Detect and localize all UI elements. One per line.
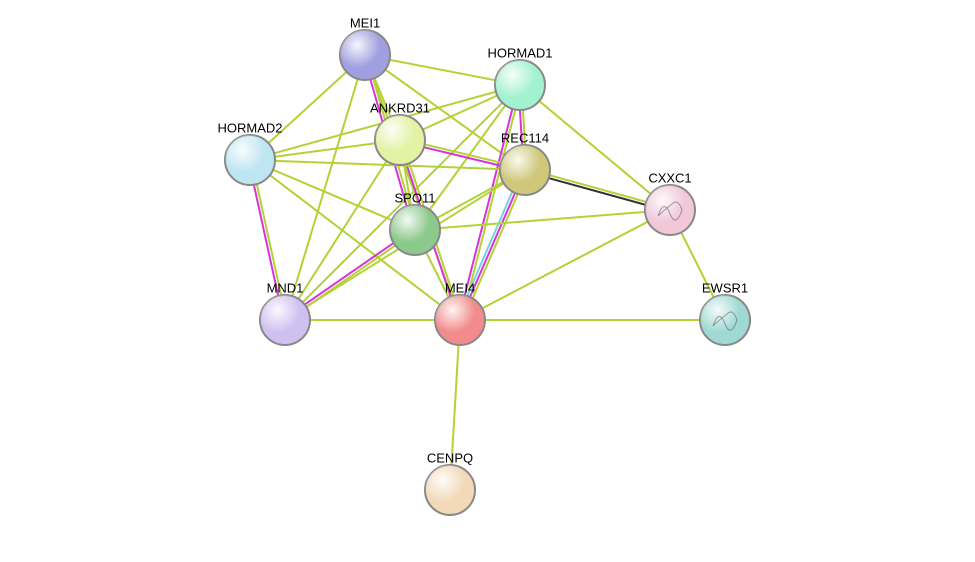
node-circle[interactable] <box>375 115 425 165</box>
node-circle[interactable] <box>260 295 310 345</box>
node-circle[interactable] <box>340 30 390 80</box>
edge-SPO11-CXXC1-textmining <box>415 210 670 230</box>
edge-CXXC1-MEI4-textmining <box>460 210 670 320</box>
protein-network-diagram: MEI1HORMAD1ANKRD31HORMAD2REC114CXXC1SPO1… <box>0 0 975 562</box>
node-circle[interactable] <box>225 135 275 185</box>
node-CXXC1[interactable]: CXXC1 <box>645 171 695 236</box>
node-label-HORMAD2: HORMAD2 <box>217 121 282 136</box>
node-circle[interactable] <box>495 60 545 110</box>
node-label-CXXC1: CXXC1 <box>648 171 691 186</box>
node-circle[interactable] <box>700 295 750 345</box>
node-circle[interactable] <box>390 205 440 255</box>
node-MND1[interactable]: MND1 <box>260 281 310 346</box>
node-HORMAD1[interactable]: HORMAD1 <box>487 46 552 111</box>
node-label-CENPQ: CENPQ <box>427 451 473 466</box>
node-circle[interactable] <box>500 145 550 195</box>
node-EWSR1[interactable]: EWSR1 <box>700 281 750 346</box>
node-circle[interactable] <box>425 465 475 515</box>
node-label-MEI1: MEI1 <box>350 16 380 31</box>
node-CENPQ[interactable]: CENPQ <box>425 451 475 516</box>
node-label-HORMAD1: HORMAD1 <box>487 46 552 61</box>
node-label-MND1: MND1 <box>267 281 304 296</box>
node-circle[interactable] <box>435 295 485 345</box>
node-circle[interactable] <box>645 185 695 235</box>
edge-HORMAD2-SPO11-textmining <box>250 160 415 230</box>
edge-HORMAD1-MEI4-textmining <box>461 85 521 320</box>
node-MEI4[interactable]: MEI4 <box>435 281 485 346</box>
node-MEI1[interactable]: MEI1 <box>340 16 390 81</box>
node-SPO11[interactable]: SPO11 <box>390 191 440 256</box>
node-HORMAD2[interactable]: HORMAD2 <box>217 121 282 186</box>
edges-layer <box>249 55 725 490</box>
